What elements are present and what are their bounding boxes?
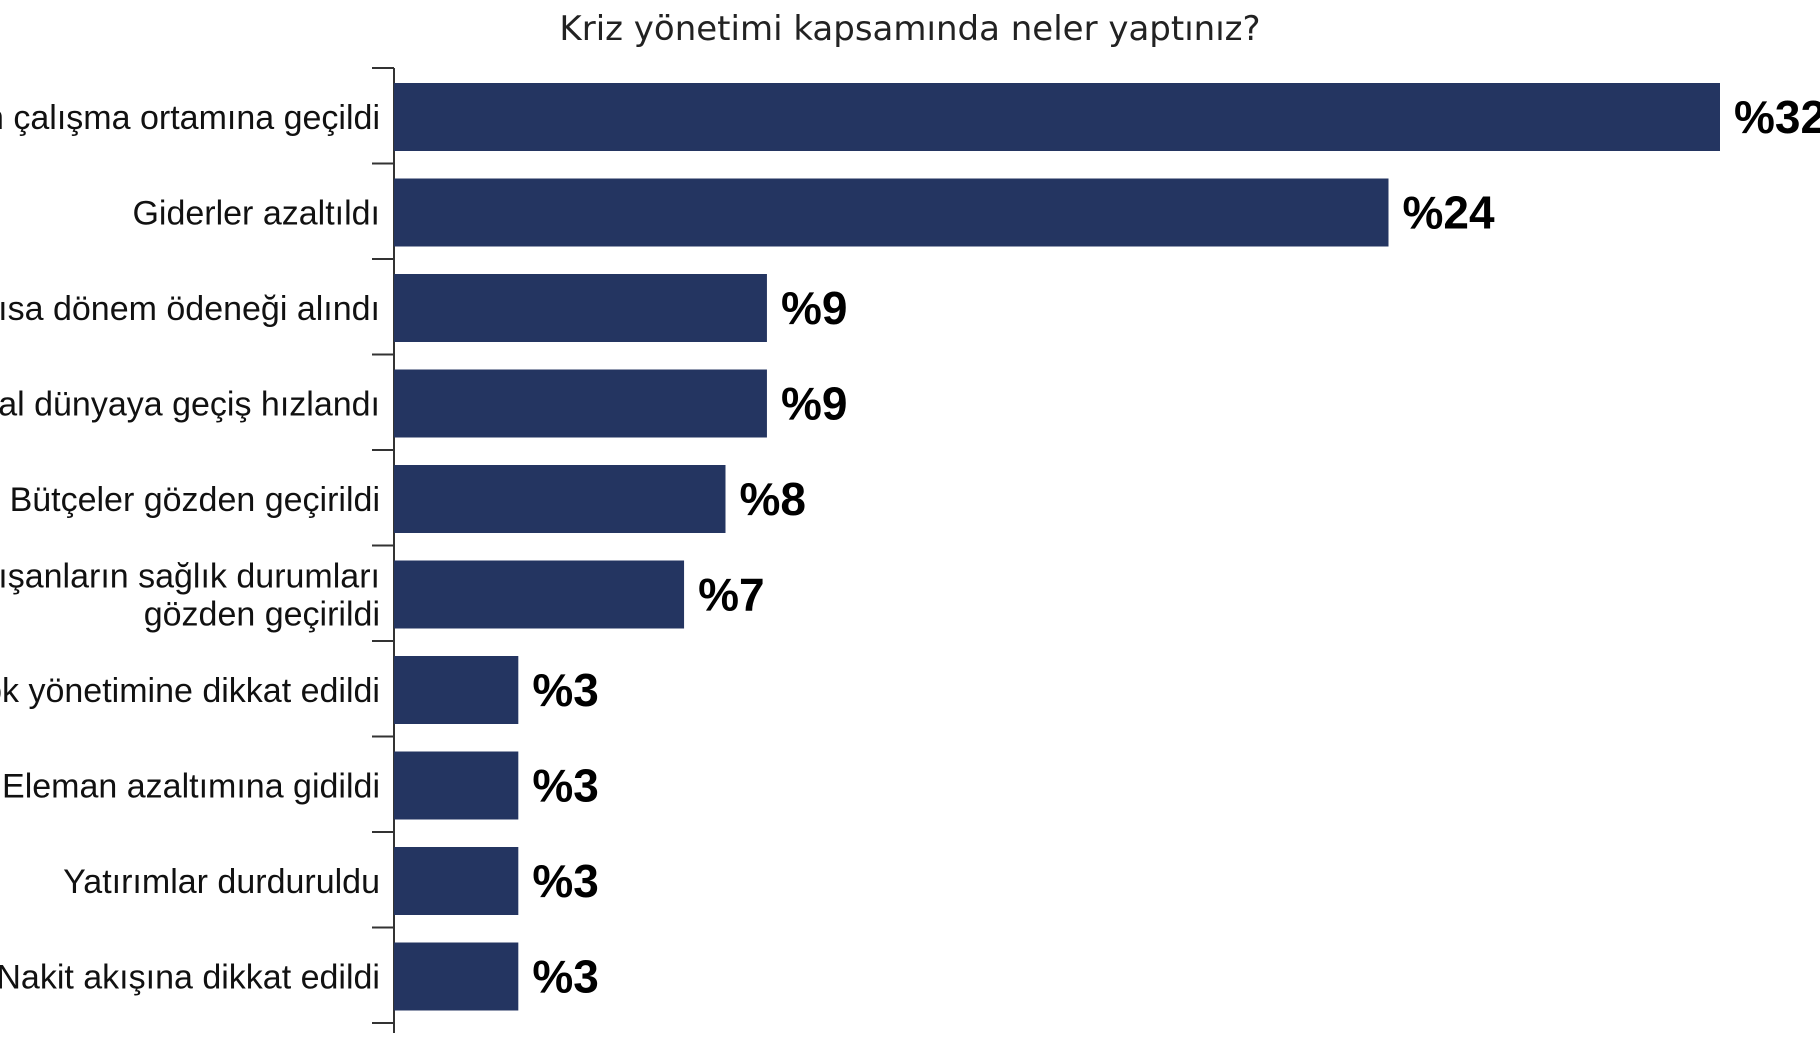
value-label: %8 [740,473,806,525]
value-labels: %32 %24 %9 %9 %8 %7 %3 %3 %3 %3 [532,91,1820,1003]
value-label: %9 [781,378,847,430]
category-labels: Evden çalışma ortamına geçildi Giderler a… [0,99,380,997]
category-label: Çalışanların sağlık durumları [0,558,380,596]
category-label: Giderler azaltıldı [132,195,380,233]
value-label: %7 [698,569,764,621]
category-label: Bütçeler gözden geçirildi [10,481,380,519]
bar [394,369,767,438]
bars [394,83,1720,1011]
value-label: %32 [1734,91,1820,143]
bar [394,274,767,342]
value-label: %3 [532,760,598,812]
value-label: %3 [532,951,598,1003]
bar [394,942,519,1011]
bar [394,751,519,820]
bar [394,83,1720,151]
bar [394,178,1389,247]
category-label: Dijital dünyaya geçiş hızlandı [0,386,380,424]
chart-title: Kriz yönetimi kapsamında neler yaptınız? [559,9,1260,49]
bar [394,465,726,533]
bar [394,560,685,629]
bar [394,656,519,724]
value-label: %3 [532,855,598,907]
category-label: Yatırımlar durduruldu [63,863,380,901]
category-label: Nakit akışına dikkat edildi [0,959,380,997]
category-label: Evden çalışma ortamına geçildi [0,99,380,137]
category-label: Eleman azaltımına gidildi [2,768,380,806]
category-label: Stok yönetimine dikkat edildi [0,672,380,710]
bar [394,847,519,915]
category-label: gözden geçirildi [144,596,380,634]
value-label: %9 [781,282,847,334]
value-label: %3 [532,664,598,716]
value-label: %24 [1403,187,1495,239]
category-label: Kısa dönem ödeneği alındı [0,290,380,328]
